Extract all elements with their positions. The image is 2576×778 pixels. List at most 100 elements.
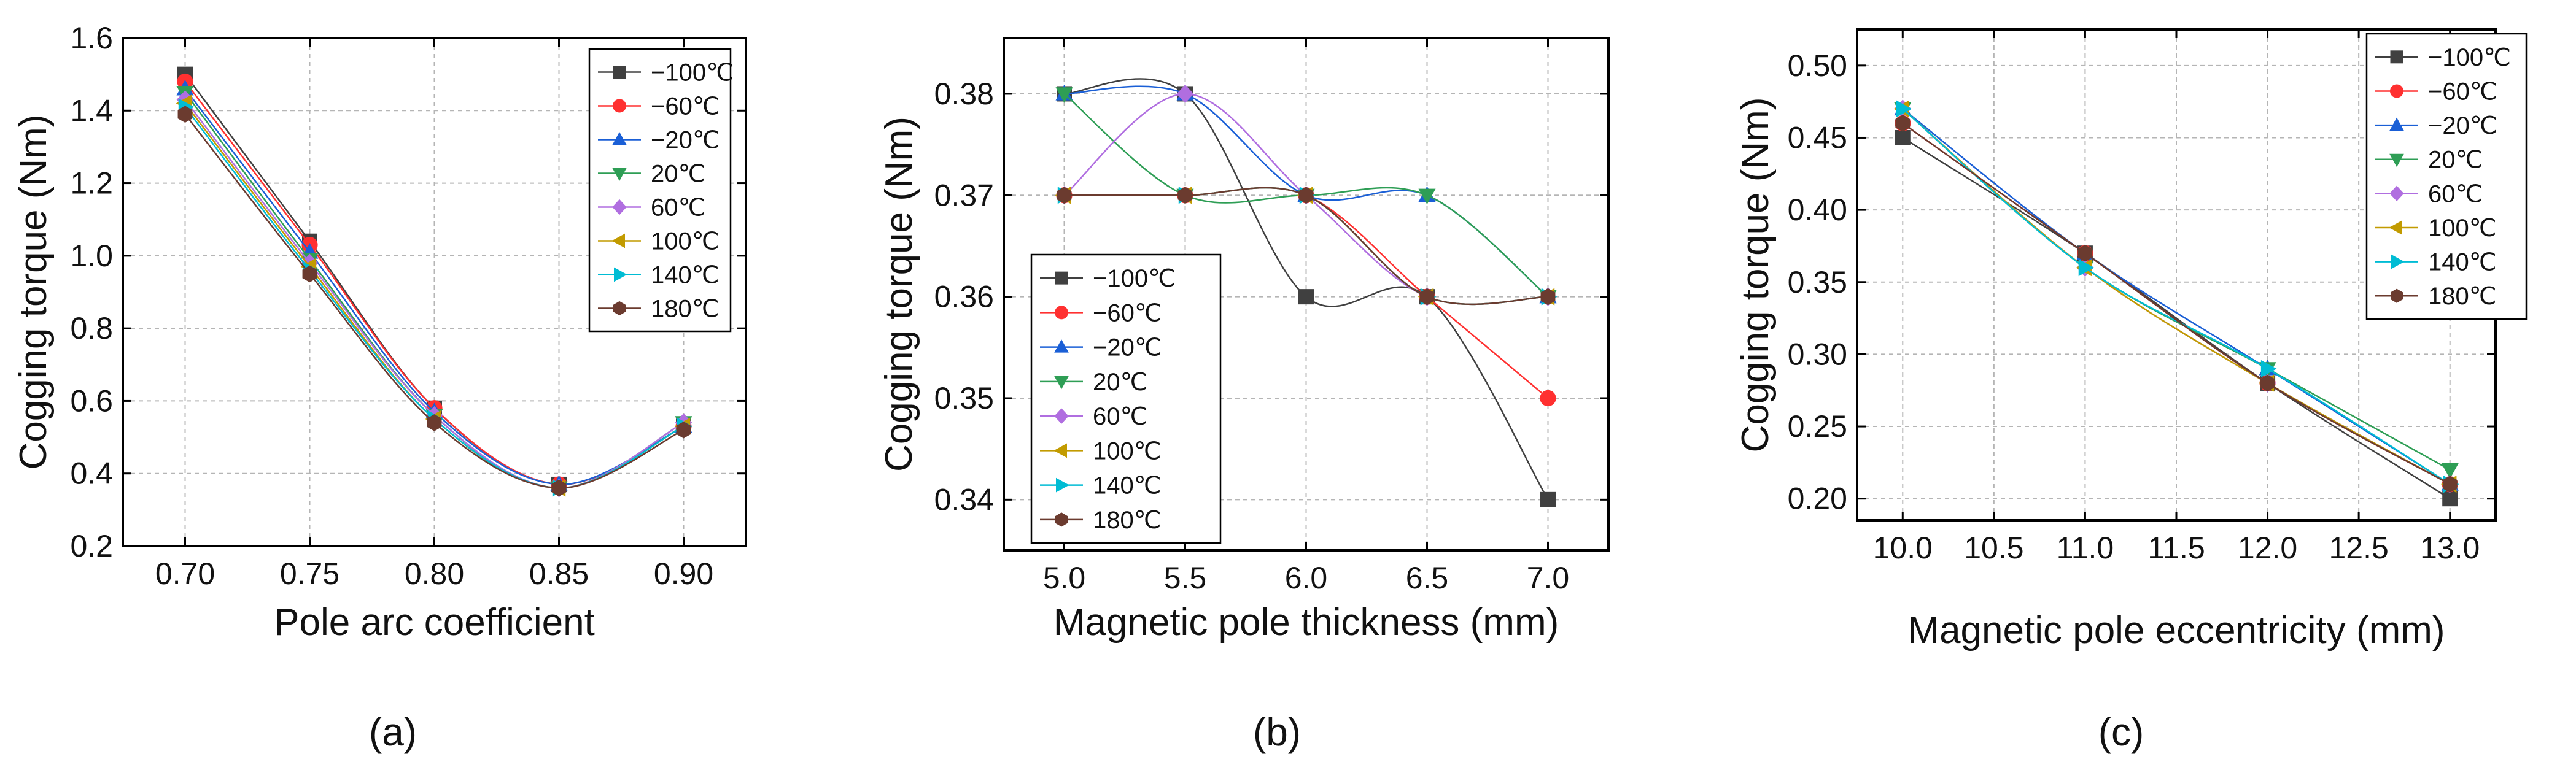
series-line (1902, 137, 2451, 499)
legend-marker (613, 66, 626, 79)
x-tick-label: 10.0 (1873, 531, 1933, 565)
data-point (1419, 288, 1435, 306)
data-point (1177, 187, 1193, 204)
y-tick-label: 0.40 (1788, 193, 1847, 227)
data-point (1540, 491, 1556, 507)
data-point (1055, 87, 1073, 103)
x-tick-label: 0.75 (280, 557, 339, 591)
data-point (2260, 374, 2275, 392)
legend-marker (1054, 376, 1069, 390)
data-point (1896, 100, 1912, 118)
series-line (184, 88, 685, 485)
data-point (2260, 360, 2277, 377)
x-tick-label: 0.80 (405, 557, 464, 591)
legend-marker (2389, 153, 2404, 168)
data-point (177, 106, 193, 123)
legend-marker (2390, 288, 2403, 303)
panel-caption: (c) (2098, 710, 2144, 754)
y-tick-label: 1.6 (70, 21, 113, 55)
legend-marker (612, 131, 627, 145)
legend-label: 140℃ (651, 262, 720, 289)
panel-caption: (b) (1253, 710, 1301, 754)
y-tick-label: 0.8 (70, 311, 113, 345)
legend-marker (1053, 443, 1067, 458)
legend-marker (613, 99, 626, 113)
y-tick-label: 1.0 (70, 239, 113, 273)
chart-panel-b: 5.0 5.5 6.0 6.5 7.0 0.34 0.35 0.36 0.37 0.38 Magne… (878, 37, 1610, 754)
legend-marker (1054, 408, 1069, 424)
legend-label: 140℃ (2428, 249, 2497, 276)
data-point (1895, 115, 1911, 132)
legend-label: 60℃ (1093, 403, 1147, 430)
legend-marker (614, 267, 627, 282)
legend-marker (612, 199, 627, 215)
legend: −100℃ −60℃ −20℃ 20℃ 60℃ 100℃ 140℃ 180℃ (588, 48, 734, 333)
x-axis-label: Pole arc coefficient (274, 601, 595, 644)
y-tick-label: 0.38 (934, 77, 994, 111)
y-tick-label: 0.4 (70, 456, 113, 491)
legend-label: 20℃ (2428, 147, 2483, 174)
series-line (1902, 108, 2451, 485)
data-point (302, 265, 317, 283)
x-axis-label: Magnetic pole eccentricity (mm) (1907, 609, 2445, 652)
legend-label: 100℃ (2428, 215, 2497, 242)
legend-label: 20℃ (651, 161, 705, 188)
legend-label: −20℃ (1093, 334, 1162, 361)
legend-label: −20℃ (2428, 112, 2497, 139)
data-point (1895, 129, 1911, 145)
legend-label: −60℃ (1093, 299, 1162, 326)
legend-label: −60℃ (2428, 78, 2497, 105)
legend-marker (2390, 84, 2403, 98)
legend-label: 180℃ (651, 296, 720, 323)
legend-label: −100℃ (651, 60, 734, 87)
y-tick-label: 0.6 (70, 383, 113, 418)
y-tick-label: 0.35 (934, 381, 994, 415)
y-tick-label: 0.20 (1788, 482, 1847, 516)
legend-marker (2390, 50, 2403, 64)
legend-label: 180℃ (1093, 507, 1162, 534)
legend-marker (2389, 185, 2404, 202)
y-axis-label: Cogging torque (Nm) (878, 117, 920, 472)
y-tick-label: 0.2 (70, 529, 113, 563)
series-line (184, 114, 685, 489)
legend: −100℃ −60℃ −20℃ 20℃ 60℃ 100℃ 140℃ 180℃ (2365, 33, 2528, 320)
data-point (2078, 259, 2095, 277)
data-point (2441, 463, 2459, 479)
x-tick-label: 13.0 (2420, 531, 2480, 565)
y-tick-label: 0.37 (934, 178, 994, 212)
data-point (1418, 188, 1436, 205)
y-tick-label: 0.35 (1788, 265, 1847, 299)
x-tick-label: 7.0 (1527, 561, 1570, 595)
x-tick-label: 11.5 (2147, 531, 2205, 565)
legend-label: 180℃ (2428, 283, 2497, 310)
legend-marker (2389, 220, 2402, 235)
data-point (427, 414, 442, 431)
y-tick-label: 0.34 (934, 482, 994, 517)
legend-label: 140℃ (1093, 472, 1162, 499)
data-point (1540, 390, 1556, 407)
x-tick-label: 12.5 (2329, 531, 2388, 565)
x-tick-label: 5.0 (1043, 561, 1086, 595)
data-point (1057, 187, 1072, 204)
data-point (1176, 84, 1194, 104)
x-tick-label: 0.90 (654, 557, 713, 591)
legend-label: 60℃ (651, 194, 705, 221)
y-tick-label: 1.2 (70, 166, 113, 201)
legend-marker (1055, 271, 1068, 285)
data-point (1298, 289, 1314, 305)
legend-label: −100℃ (2428, 44, 2511, 71)
x-tick-label: 11.0 (2057, 531, 2114, 565)
data-point (2442, 476, 2458, 493)
x-tick-label: 12.0 (2238, 531, 2297, 565)
chart-panel-a: 0.70 0.75 0.80 0.85 0.90 0.2 0.4 0.6 0.8 1.0 1.2 1.… (12, 21, 747, 754)
x-tick-label: 0.85 (529, 557, 589, 591)
legend: −100℃ −60℃ −20℃ 20℃ 60℃ 100℃ 140℃ 180℃ (1030, 253, 1222, 544)
legend-marker (2389, 117, 2404, 131)
data-point (551, 479, 567, 497)
panel-caption: (a) (369, 710, 417, 754)
y-tick-label: 1.4 (70, 93, 113, 128)
legend-label: 100℃ (651, 228, 720, 255)
legend-marker (2391, 254, 2405, 269)
x-tick-label: 6.0 (1285, 561, 1328, 595)
